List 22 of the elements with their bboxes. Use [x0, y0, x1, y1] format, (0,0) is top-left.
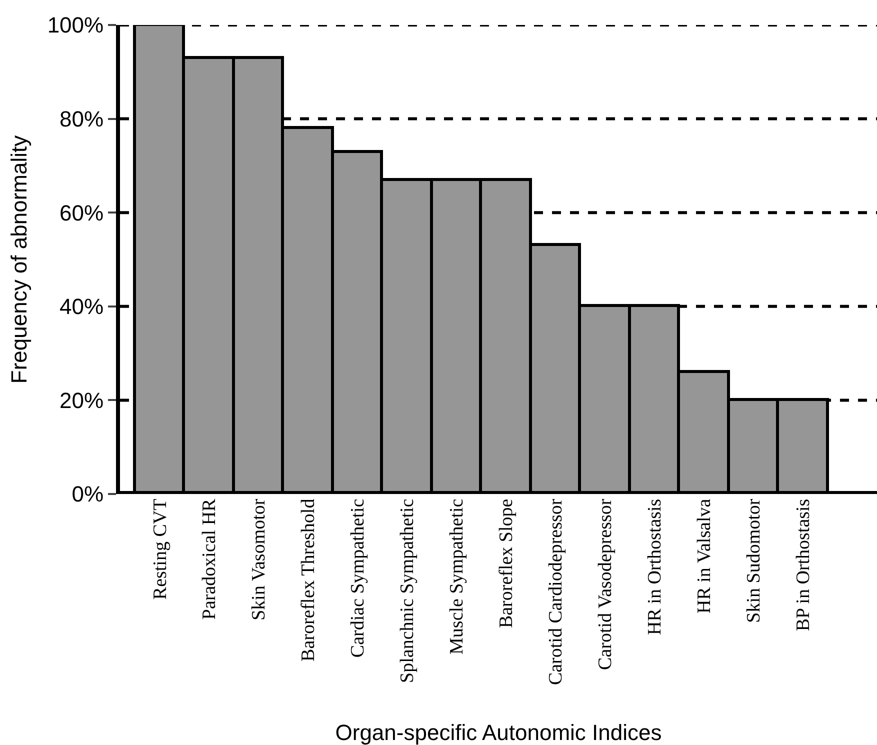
x-tick-label: Skin Sudomotor [743, 498, 764, 623]
x-tick-label: Muscle Sympathetic [446, 498, 468, 654]
y-axis-title: Frequency of abnormality [6, 135, 32, 384]
y-tick-label: 80% [60, 106, 104, 132]
x-tick-label: Carotid Vasodepressor [595, 498, 616, 670]
x-tick-label: BP in Orthostasis [792, 498, 814, 632]
x-tick-label: Baroreflex Slope [496, 498, 518, 628]
y-tick-label: 100% [47, 12, 104, 38]
y-tick-label: 60% [60, 200, 104, 226]
y-tick-label: 40% [60, 294, 104, 320]
x-tick-label: Skin Vasomotor [248, 498, 270, 620]
x-tick-label: HR in Orthostasis [644, 498, 666, 635]
x-tick-label: HR in Valsalva [694, 498, 716, 614]
x-axis-title: Organ-specific Autonomic Indices [335, 720, 662, 745]
x-tick-label: Paradoxical HR [199, 498, 220, 620]
x-tick-label: Cardiac Sympathetic [348, 498, 369, 658]
x-tick-label: Splanchnic Sympathetic [397, 498, 418, 683]
x-tick-label: Baroreflex Threshold [298, 498, 320, 662]
y-tick-label: 20% [60, 388, 104, 413]
x-tick-label: Carotid Cardiodepressor [546, 498, 567, 686]
x-tick-label: Resting CVT [150, 498, 171, 600]
y-tick-label: 0% [72, 482, 104, 507]
